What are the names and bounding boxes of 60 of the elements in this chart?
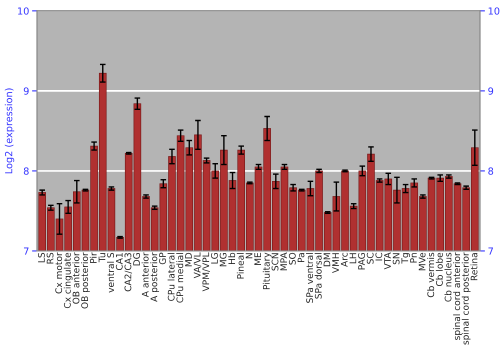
x-tick-label: spinal cord posterior bbox=[462, 252, 471, 345]
x-tick-label: CPu lateral bbox=[168, 253, 175, 301]
y-tick-label: 8 bbox=[24, 167, 29, 175]
x-tick-label: N bbox=[246, 253, 252, 258]
x-tick-label: SPa ventral bbox=[306, 253, 314, 303]
x-tick-label: Arc bbox=[340, 252, 348, 267]
x-tick-label: OB anterior bbox=[72, 252, 80, 304]
x-tick-label: LS bbox=[38, 252, 45, 262]
x-tick-label: DM bbox=[324, 253, 330, 266]
x-tick-label: LH bbox=[350, 253, 356, 264]
x-tick-label: Hb bbox=[228, 252, 236, 264]
x-tick-label: PAG bbox=[358, 253, 365, 270]
x-tick-label: MG bbox=[220, 253, 227, 266]
x-tick-label: A posterior bbox=[150, 252, 160, 302]
y2-tick-label: 9 bbox=[488, 87, 494, 95]
x-tick-label: RS bbox=[46, 252, 54, 264]
x-tick-label: CPu medial bbox=[176, 253, 184, 303]
x-tick-label: CA1 bbox=[116, 253, 123, 270]
x-tick-label: SN bbox=[392, 253, 400, 264]
x-tick-label: SO bbox=[288, 252, 296, 265]
y-tick-label: 7 bbox=[24, 248, 29, 255]
y2-tick-label: 7 bbox=[488, 248, 493, 255]
y2-tick-label: 8 bbox=[488, 167, 494, 175]
x-tick-label: Pir bbox=[90, 252, 97, 263]
x-tick-label: Retina bbox=[470, 253, 478, 280]
x-tick-label: IC bbox=[375, 252, 382, 260]
x-tick-label: Pn bbox=[410, 253, 417, 262]
x-tick-label: Cx cingulate bbox=[64, 252, 73, 308]
x-tick-label: SPa dorsal bbox=[314, 253, 322, 299]
x-tick-label: VTA bbox=[384, 252, 391, 270]
x-tick-label: Cb lobe bbox=[436, 252, 443, 286]
x-tick-label: VA/VL bbox=[194, 252, 202, 278]
y-axis-title: Log2 (expression) bbox=[4, 88, 14, 174]
x-tick-label: Tu bbox=[98, 253, 106, 262]
x-tick-label: CA2/CA3 bbox=[124, 253, 132, 292]
x-tick-label: GP bbox=[159, 252, 166, 264]
x-tick-label: Pineal bbox=[236, 253, 244, 279]
x-tick-label: MVe bbox=[418, 252, 426, 270]
x-tick-label: Cb vermis bbox=[427, 252, 434, 298]
x-tick-label: Cb nucleus bbox=[444, 252, 452, 302]
x-tick-label: A anterior bbox=[142, 252, 149, 298]
x-tick-label: ventral S bbox=[107, 252, 114, 293]
x-tick-label: Pituitary bbox=[262, 252, 272, 290]
x-tick-label: MD bbox=[185, 252, 192, 266]
y-tick-label: 10 bbox=[18, 7, 29, 15]
x-tick-label: Pa bbox=[298, 253, 304, 262]
x-tick-label: DG bbox=[133, 253, 140, 266]
x-tick-label: ME bbox=[254, 252, 261, 265]
x-tick-label: Tg bbox=[402, 253, 410, 264]
x-tick-label: VMH bbox=[332, 253, 339, 274]
x-tick-label: Cx motor bbox=[55, 252, 62, 294]
x-tick-label: SCN bbox=[272, 253, 278, 271]
y2-tick-label: 10 bbox=[488, 7, 500, 15]
x-tick-label: spinal cord anterior bbox=[453, 252, 462, 340]
x-tick-label: MPA bbox=[280, 252, 287, 270]
y-tick-label: 9 bbox=[24, 87, 29, 95]
x-tick-label: SC bbox=[366, 252, 374, 264]
x-tick-label: VPM/VPL bbox=[202, 252, 210, 292]
x-tick-label: OB posterior bbox=[81, 252, 90, 309]
x-tick-label: LG bbox=[211, 253, 218, 264]
